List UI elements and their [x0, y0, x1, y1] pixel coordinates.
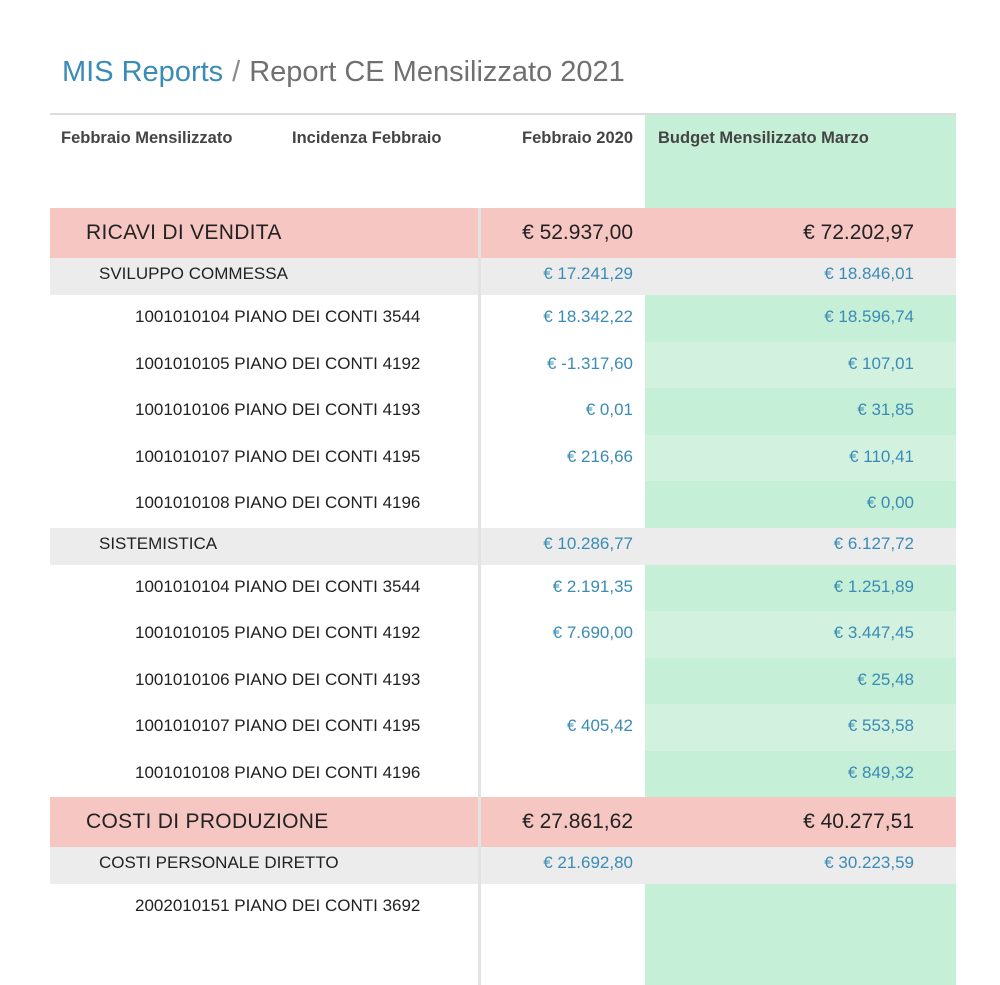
row-label: 1001010105 PIANO DEI CONTI 4192	[135, 353, 421, 373]
value-budget-marzo: € 553,58	[847, 716, 914, 735]
row-label: RICAVI DI VENDITA	[86, 221, 282, 244]
budget-cell-bg	[645, 481, 956, 528]
value-febbraio-2020: € 0,01	[585, 400, 633, 419]
breadcrumb: MIS Reports / Report CE Mensilizzato 2021	[62, 52, 625, 92]
row-label: SISTEMISTICA	[99, 533, 218, 553]
value-budget-marzo: € 18.846,01	[824, 264, 914, 283]
header-febbraio-2020[interactable]: Febbraio 2020	[522, 129, 633, 147]
section-row[interactable]: RICAVI DI VENDITA € 52.937,00 € 72.202,97	[50, 208, 956, 258]
row-label: SVILUPPO COMMESSA	[99, 264, 288, 283]
value-febbraio-2020: € 52.937,00	[522, 221, 633, 244]
value-budget-marzo: € 6.127,72	[833, 533, 914, 553]
table-header: Febbraio Mensilizzato Incidenza Febbraio…	[50, 115, 956, 208]
budget-cell-bg	[645, 388, 956, 435]
table-row[interactable]: 2002010151 PIANO DEI CONTI 3692	[50, 884, 956, 931]
value-febbraio-2020: € 17.241,29	[543, 264, 633, 283]
budget-cell-bg	[645, 295, 956, 342]
budget-cell-bg	[645, 750, 956, 797]
value-febbraio-2020: € 27.861,62	[522, 810, 633, 833]
value-budget-marzo: € 30.223,59	[824, 853, 914, 872]
budget-cell-bg	[645, 341, 956, 388]
row-label: 1001010106 PIANO DEI CONTI 4193	[135, 400, 421, 419]
budget-cell-bg	[645, 704, 956, 751]
header-febbraio-mensilizzato[interactable]: Febbraio Mensilizzato	[61, 129, 233, 147]
value-budget-marzo: € 110,41	[849, 446, 914, 466]
value-febbraio-2020: € 21.692,80	[543, 853, 633, 872]
value-budget-marzo: € 849,32	[847, 762, 914, 782]
value-budget-marzo: € 0,00	[866, 493, 914, 512]
value-febbraio-2020: € 2.191,35	[552, 576, 633, 596]
budget-cell-bg	[645, 611, 956, 658]
value-budget-marzo: € 72.202,97	[803, 221, 914, 244]
value-febbraio-2020: € 18.342,22	[543, 307, 633, 326]
table-row[interactable]: 1001010108 PIANO DEI CONTI 4196 € 849,32	[50, 750, 956, 797]
group-row[interactable]: SISTEMISTICA € 10.286,77 € 6.127,72	[50, 527, 956, 565]
section-row[interactable]: COSTI DI PRODUZIONE € 27.861,62 € 40.277,5…	[50, 797, 956, 847]
budget-cell-bg	[645, 434, 956, 481]
row-label: 2002010151 PIANO DEI CONTI 3692	[135, 896, 421, 915]
table-row[interactable]: 1001010108 PIANO DEI CONTI 4196 € 0,00	[50, 481, 956, 528]
row-label: 1001010104 PIANO DEI CONTI 3544	[135, 576, 421, 596]
row-label: 1001010104 PIANO DEI CONTI 3544	[135, 307, 421, 326]
table-row[interactable]: 1001010106 PIANO DEI CONTI 4193 € 25,48	[50, 657, 956, 704]
table-row[interactable]: 1001010104 PIANO DEI CONTI 3544 € 18.342,…	[50, 295, 956, 342]
row-label: COSTI PERSONALE DIRETTO	[99, 853, 339, 872]
value-budget-marzo: € 40.277,51	[803, 810, 914, 833]
value-budget-marzo: € 107,01	[847, 353, 914, 373]
row-label: 1001010107 PIANO DEI CONTI 4195	[135, 716, 421, 735]
value-febbraio-2020: € 216,66	[566, 446, 633, 466]
row-label: 1001010108 PIANO DEI CONTI 4196	[135, 762, 421, 782]
table-row[interactable]: 1001010107 PIANO DEI CONTI 4195 € 216,66 €…	[50, 434, 956, 481]
page-title: Report CE Mensilizzato 2021	[249, 56, 625, 88]
table-row[interactable]: 1001010105 PIANO DEI CONTI 4192 € 7.690,0…	[50, 611, 956, 658]
row-label: 1001010105 PIANO DEI CONTI 4192	[135, 623, 421, 642]
value-budget-marzo: € 31,85	[857, 400, 914, 419]
header-incidenza-febbraio[interactable]: Incidenza Febbraio	[292, 129, 442, 147]
breadcrumb-separator: /	[232, 56, 241, 88]
budget-cell-bg	[645, 564, 956, 611]
breadcrumb-root-link[interactable]: MIS Reports	[62, 56, 224, 88]
value-budget-marzo: € 3.447,45	[833, 623, 914, 642]
row-label: 1001010108 PIANO DEI CONTI 4196	[135, 493, 421, 512]
table-row[interactable]: 1001010107 PIANO DEI CONTI 4195 € 405,42 €…	[50, 704, 956, 751]
value-febbraio-2020: € 10.286,77	[543, 533, 633, 553]
group-row[interactable]: COSTI PERSONALE DIRETTO € 21.692,80 € 30.2…	[50, 847, 956, 884]
row-label: 1001010106 PIANO DEI CONTI 4193	[135, 669, 421, 689]
value-febbraio-2020: € 7.690,00	[552, 623, 633, 642]
report-table: Febbraio Mensilizzato Incidenza Febbraio…	[50, 113, 956, 985]
row-label: COSTI DI PRODUZIONE	[86, 810, 329, 833]
column-divider	[478, 208, 481, 985]
row-label: 1001010107 PIANO DEI CONTI 4195	[135, 446, 421, 466]
group-row[interactable]: SVILUPPO COMMESSA € 17.241,29 € 18.846,01	[50, 258, 956, 295]
value-budget-marzo: € 25,48	[857, 669, 914, 689]
budget-cell-bg	[645, 657, 956, 704]
table-row[interactable]: 1001010104 PIANO DEI CONTI 3544 € 2.191,3…	[50, 564, 956, 611]
table-row[interactable]: 1001010106 PIANO DEI CONTI 4193 € 0,01 € 3…	[50, 388, 956, 435]
value-budget-marzo: € 18.596,74	[824, 307, 914, 326]
header-budget-mensilizzato-marzo[interactable]: Budget Mensilizzato Marzo	[658, 129, 869, 147]
table-body: RICAVI DI VENDITA € 52.937,00 € 72.202,97 S…	[50, 208, 956, 931]
value-febbraio-2020: € -1.317,60	[546, 353, 633, 373]
budget-cell-bg	[645, 884, 956, 931]
value-febbraio-2020: € 405,42	[566, 716, 633, 735]
value-budget-marzo: € 1.251,89	[833, 576, 914, 596]
table-row[interactable]: 1001010105 PIANO DEI CONTI 4192 € -1.317,…	[50, 341, 956, 388]
